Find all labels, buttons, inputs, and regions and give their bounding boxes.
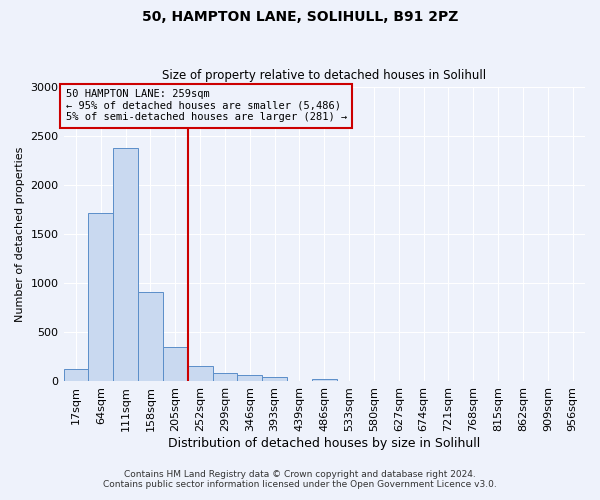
Bar [312, 380, 337, 382]
Bar [113, 148, 138, 382]
Bar [238, 375, 262, 382]
Bar [64, 368, 88, 382]
Bar [88, 213, 113, 382]
Bar [163, 347, 188, 382]
Bar [262, 377, 287, 382]
Title: Size of property relative to detached houses in Solihull: Size of property relative to detached ho… [162, 69, 487, 82]
Y-axis label: Number of detached properties: Number of detached properties [15, 146, 25, 322]
Bar [188, 366, 212, 382]
Text: Contains HM Land Registry data © Crown copyright and database right 2024.
Contai: Contains HM Land Registry data © Crown c… [103, 470, 497, 489]
Bar [212, 373, 238, 382]
Text: 50 HAMPTON LANE: 259sqm
← 95% of detached houses are smaller (5,486)
5% of semi-: 50 HAMPTON LANE: 259sqm ← 95% of detache… [65, 90, 347, 122]
Text: 50, HAMPTON LANE, SOLIHULL, B91 2PZ: 50, HAMPTON LANE, SOLIHULL, B91 2PZ [142, 10, 458, 24]
X-axis label: Distribution of detached houses by size in Solihull: Distribution of detached houses by size … [168, 437, 481, 450]
Bar [138, 292, 163, 382]
